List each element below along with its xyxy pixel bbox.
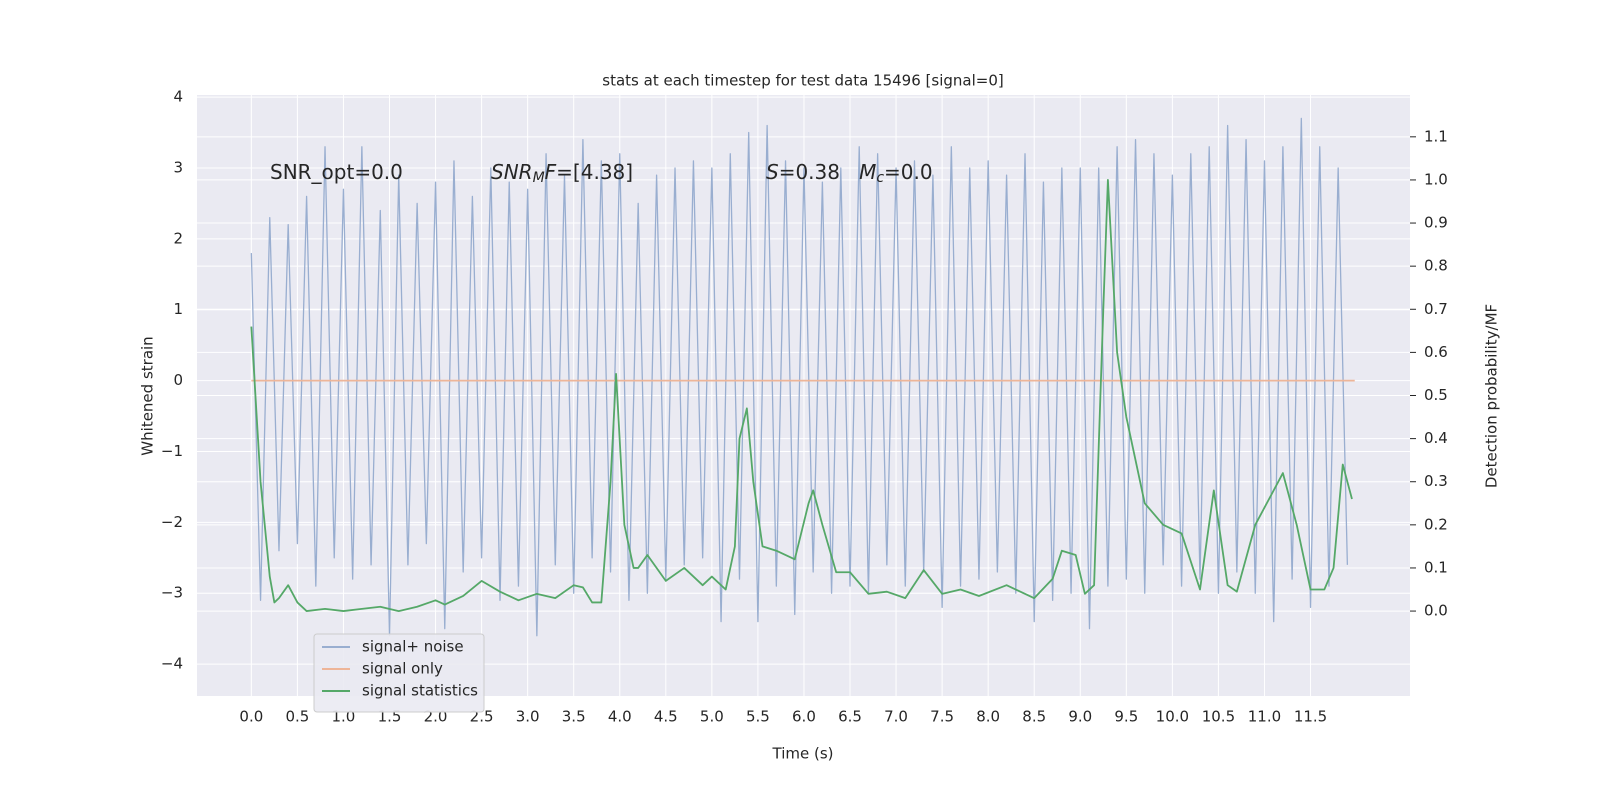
- x-tick-label: 8.0: [976, 708, 1000, 726]
- annotation-part: =[4.38]: [556, 160, 633, 184]
- x-tick-label: 11.0: [1248, 708, 1281, 726]
- x-tick-label: 3.5: [562, 708, 586, 726]
- y-tick-label: −2: [161, 513, 183, 531]
- y2-tick-label: 1.1: [1424, 127, 1448, 145]
- y-tick-label: 3: [173, 158, 183, 176]
- x-tick-label: 10.5: [1202, 708, 1235, 726]
- annotation-part: SNR: [491, 160, 533, 184]
- y2-tick-label: 0.7: [1424, 300, 1448, 318]
- x-tick-label: 9.0: [1068, 708, 1092, 726]
- marks: [250, 117, 1355, 637]
- x-tick-label: 7.5: [930, 708, 954, 726]
- y-tick-label: 0: [173, 371, 183, 389]
- y-tick-label: −1: [161, 442, 183, 460]
- y-tick-label: 2: [173, 229, 183, 247]
- annotation-part: =0.38: [779, 160, 859, 184]
- x-tick-label: 11.5: [1294, 708, 1327, 726]
- x-tick-label: 0.5: [285, 708, 309, 726]
- x-tick-label: 7.0: [884, 708, 908, 726]
- y2-tick-label: 0.9: [1424, 214, 1448, 232]
- x-tick-label: 5.5: [746, 708, 770, 726]
- annotation-part: M: [533, 170, 545, 186]
- x-tick-label: 0.0: [239, 708, 263, 726]
- legend-label: signal only: [362, 660, 443, 678]
- y2-tick-label: 0.0: [1424, 602, 1448, 620]
- x-axis-label: Time (s): [772, 745, 834, 763]
- x-tick-label: 3.0: [516, 708, 540, 726]
- annotation-part: c: [876, 170, 884, 186]
- x-tick-label: 6.0: [792, 708, 816, 726]
- y-tick-label: −4: [161, 655, 183, 673]
- y2-axis-label: Detection probability/MF: [1483, 304, 1501, 488]
- y-tick-label: 4: [173, 88, 183, 106]
- series-line: [250, 117, 1349, 637]
- legend-label: signal statistics: [362, 682, 478, 700]
- y2-tick-label: 0.6: [1424, 343, 1448, 361]
- y2-tick-label: 0.2: [1424, 515, 1448, 533]
- x-tick-label: 8.5: [1022, 708, 1046, 726]
- annotation: S=0.38 Mc=0.0: [766, 160, 933, 187]
- y-tick-label: −3: [161, 584, 183, 602]
- x-tick-label: 4.0: [608, 708, 632, 726]
- y-tick-label: 1: [173, 300, 183, 318]
- x-tick-label: 4.5: [654, 708, 678, 726]
- annotation-part: F: [545, 160, 557, 184]
- x-tick-label: 9.5: [1114, 708, 1138, 726]
- legend-box: [313, 633, 485, 713]
- annotation-part: =0.0: [884, 160, 933, 184]
- annotation-part: M: [859, 160, 876, 184]
- legend-label: signal+ noise: [362, 638, 464, 656]
- y-axis-label: Whitened strain: [139, 336, 157, 455]
- y2-tick-label: 0.4: [1424, 429, 1448, 447]
- x-tick-label: 6.5: [838, 708, 862, 726]
- y2-tick-label: 0.8: [1424, 257, 1448, 275]
- y2-tick-label: 0.3: [1424, 472, 1448, 490]
- annotation: SNR_opt=0.0: [270, 160, 403, 184]
- annotation-part: S: [766, 160, 779, 184]
- x-tick-label: 10.0: [1156, 708, 1189, 726]
- x-tick-label: 5.0: [700, 708, 724, 726]
- y2-tick-label: 1.0: [1424, 170, 1448, 188]
- annotation: SNRMF=[4.38]: [491, 160, 633, 187]
- series-line: [250, 179, 1353, 612]
- chart-title: stats at each timestep for test data 154…: [602, 72, 1003, 90]
- annotation-part: SNR_opt=0.0: [270, 160, 403, 184]
- y2-tick-label: 0.5: [1424, 386, 1448, 404]
- y2-tick-label: 0.1: [1424, 558, 1448, 576]
